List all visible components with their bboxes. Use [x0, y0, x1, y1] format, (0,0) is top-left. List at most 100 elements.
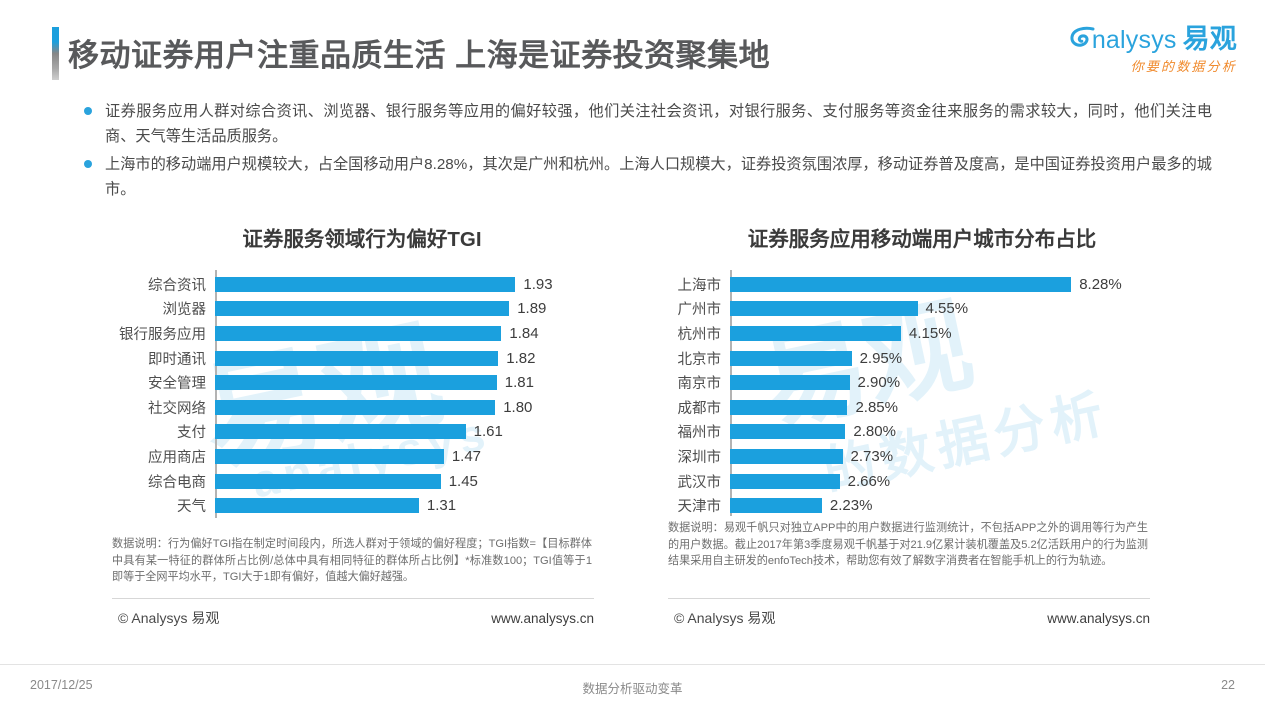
bar-row: 天气 1.31: [108, 493, 608, 518]
bar-value-label: 1.80: [503, 398, 533, 416]
bar-value-label: 1.93: [523, 275, 553, 293]
bar-track: 1.61: [215, 420, 608, 445]
bar: [730, 473, 840, 489]
bar-value-label: 2.23%: [829, 497, 873, 515]
bar-row: 成都市 2.85%: [663, 395, 1163, 420]
bar: [215, 399, 496, 415]
bar-track: 2.66%: [730, 469, 1163, 494]
bar-row: 武汉市 2.66%: [663, 469, 1163, 494]
logo-brand-en: nalysys: [1091, 26, 1177, 54]
footer-divider: [0, 664, 1265, 665]
slide-header: 移动证券用户注重品质生活 上海是证券投资聚集地 nalysys 易观 你要的数据分…: [0, 0, 1265, 92]
bar-row: 杭州市 4.15%: [663, 321, 1163, 346]
chart-axis-line: [730, 270, 732, 516]
bar-value-label: 1.84: [509, 324, 539, 342]
page-title: 移动证券用户注重品质生活 上海是证券投资聚集地: [68, 38, 771, 73]
bar-category-label: 上海市: [677, 277, 722, 294]
chart-footnote: 数据说明：行为偏好TGI指在制定时间段内，所选人群对于领域的偏好程度；TGI指数…: [112, 538, 592, 583]
chart-title: 证券服务领域行为偏好TGI: [242, 228, 482, 251]
bar-row: 综合资讯 1.93: [108, 272, 608, 297]
bar: [730, 424, 846, 440]
bar-category-label: 应用商店: [148, 449, 206, 466]
bar-category-label: 综合资讯: [148, 277, 206, 294]
bar-value-label: 2.95%: [859, 349, 903, 367]
analysys-logo: nalysys 易观 你要的数据分析: [1069, 26, 1237, 73]
bar-category-label: 武汉市: [677, 474, 722, 491]
bullet-dot-icon: [84, 160, 92, 168]
bar-track: 4.15%: [730, 321, 1163, 346]
bar-row: 福州市 2.80%: [663, 420, 1163, 445]
title-accent-bar: [52, 27, 59, 80]
bar-track: 1.89: [215, 297, 608, 322]
bar: [730, 448, 843, 464]
bar-value-label: 1.89: [517, 300, 547, 318]
chart-panel-city-distribution: 证券服务应用移动端用户城市分布占比 上海市 8.28% 广州市 4.55% 杭州市 4.1…: [663, 222, 1163, 518]
bar: [730, 276, 1072, 292]
bar: [730, 399, 848, 415]
analysys-swirl-icon: [1069, 26, 1095, 55]
bar-category-label: 杭州市: [677, 326, 722, 343]
chart-axis-line: [215, 270, 217, 518]
bar-row: 南京市 2.90%: [663, 370, 1163, 395]
chart-credit: © Analysys 易观 www.analysys.cn: [674, 608, 1150, 628]
bar-category-label: 广州市: [677, 302, 722, 319]
bar-value-label: 1.47: [451, 447, 482, 465]
bar-value-label: 1.45: [448, 472, 478, 490]
website-link[interactable]: www.analysys.cn: [491, 610, 594, 626]
chart-credit: © Analysys 易观 www.analysys.cn: [118, 608, 594, 628]
bar-value-label: 1.31: [426, 497, 457, 515]
bar-track: 1.45: [215, 469, 608, 494]
divider: [668, 598, 1150, 599]
bar-value-label: 2.80%: [853, 423, 896, 441]
bar-category-label: 安全管理: [148, 376, 206, 393]
bar-track: 4.55%: [730, 297, 1163, 322]
list-item: 上海市的移动端用户规模较大，占全国移动用户8.28%，其次是广州和杭州。上海人口…: [82, 152, 1212, 202]
bar-track: 2.73%: [730, 444, 1163, 469]
bullet-text: 上海市的移动端用户规模较大，占全国移动用户8.28%，其次是广州和杭州。上海人口…: [105, 156, 1212, 198]
bar-row: 社交网络 1.80: [108, 395, 608, 420]
bar-value-label: 1.82: [506, 349, 536, 367]
bar-category-label: 北京市: [677, 351, 722, 368]
bar-value-label: 2.85%: [855, 398, 898, 416]
bar-track: 1.82: [215, 346, 608, 371]
logo-brand-cn: 易观: [1182, 24, 1237, 54]
bar-category-label: 综合电商: [148, 474, 206, 491]
bar: [215, 448, 444, 464]
bar-row: 深圳市 2.73%: [663, 444, 1163, 469]
logo-tagline: 你要的数据分析: [1130, 59, 1237, 74]
bar-category-label: 支付: [177, 425, 206, 442]
bar-track: 2.80%: [730, 420, 1163, 445]
slide-footer: 2017/12/25 数据分析驱动变革 22: [0, 672, 1265, 702]
bar: [215, 424, 466, 440]
bar-category-label: 深圳市: [677, 449, 722, 466]
bar-category-label: 浏览器: [162, 302, 207, 319]
bar-value-label: 2.73%: [850, 447, 894, 465]
divider: [112, 598, 594, 599]
bar-value-label: 1.81: [504, 374, 534, 392]
bar-row: 天津市 2.23%: [663, 493, 1163, 518]
bar-category-label: 社交网络: [148, 400, 206, 417]
bar: [730, 301, 918, 317]
bar-row: 银行服务应用 1.84: [108, 321, 608, 346]
copyright-label: © Analysys 易观: [674, 610, 776, 626]
bar-value-label: 2.66%: [847, 472, 891, 490]
logo-brand-row: nalysys 易观: [1069, 26, 1237, 55]
bar-category-label: 天气: [177, 499, 206, 516]
bar-track: 2.95%: [730, 346, 1163, 371]
bar: [215, 350, 499, 366]
chart-title: 证券服务应用移动端用户城市分布占比: [747, 228, 1097, 251]
bar: [215, 375, 497, 391]
footer-slogan: 数据分析驱动变革: [582, 682, 683, 696]
bar-track: 8.28%: [730, 272, 1163, 297]
bar: [215, 325, 502, 341]
bar: [730, 350, 852, 366]
bar-row: 广州市 4.55%: [663, 297, 1163, 322]
bar-chart-city-distribution: 上海市 8.28% 广州市 4.55% 杭州市 4.15% 北京市 2.95% 南京市 2.90%…: [663, 268, 1163, 518]
list-item: 证券服务应用人群对综合资讯、浏览器、银行服务等应用的偏好较强，他们关注社会资讯，…: [82, 99, 1212, 149]
website-link[interactable]: www.analysys.cn: [1047, 610, 1150, 626]
bar-category-label: 福州市: [677, 425, 722, 442]
bar: [215, 473, 441, 489]
bar-value-label: 4.55%: [925, 300, 969, 318]
bar-row: 安全管理 1.81: [108, 370, 608, 395]
bar-row: 综合电商 1.45: [108, 469, 608, 494]
